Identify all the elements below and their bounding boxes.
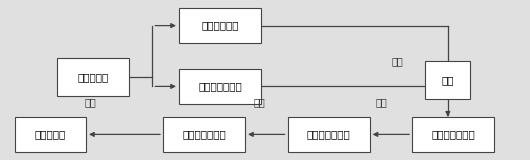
Text: 换热: 换热: [254, 97, 266, 107]
Text: 二级甲烷合成器: 二级甲烷合成器: [307, 129, 350, 139]
FancyBboxPatch shape: [287, 117, 370, 152]
Text: 合成天然气: 合成天然气: [35, 129, 66, 139]
Text: 换热: 换热: [376, 97, 387, 107]
FancyBboxPatch shape: [425, 61, 471, 99]
FancyBboxPatch shape: [57, 58, 129, 96]
Text: 一级甲醇合成器: 一级甲醇合成器: [198, 81, 242, 91]
FancyBboxPatch shape: [412, 117, 494, 152]
Text: 甲烷化反应器: 甲烷化反应器: [201, 21, 238, 31]
FancyBboxPatch shape: [14, 117, 86, 152]
Text: 换热: 换热: [84, 97, 96, 107]
Text: 三级甲烷合成器: 三级甲烷合成器: [182, 129, 226, 139]
FancyBboxPatch shape: [179, 8, 261, 43]
Text: 甲醇: 甲醇: [441, 75, 454, 85]
Text: 一级甲烷合成器: 一级甲烷合成器: [431, 129, 475, 139]
FancyBboxPatch shape: [179, 69, 261, 104]
Text: 原料合成气: 原料合成气: [77, 72, 108, 82]
Text: 换热: 换热: [392, 56, 403, 66]
FancyBboxPatch shape: [163, 117, 245, 152]
